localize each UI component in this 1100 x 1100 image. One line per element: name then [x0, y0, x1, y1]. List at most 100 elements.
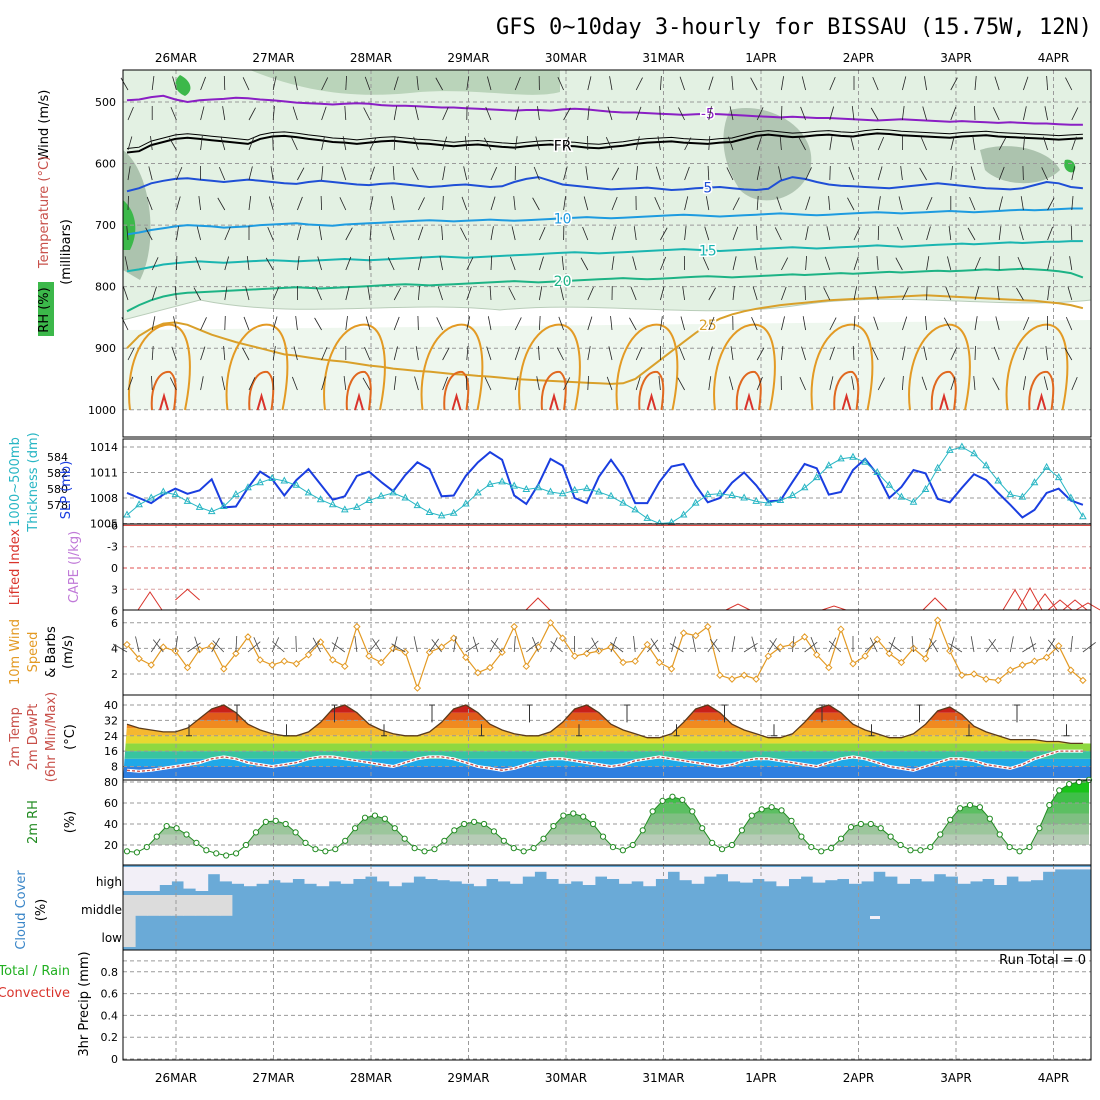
- wind-barb-10m: [472, 636, 479, 653]
- thickness-point: [461, 499, 470, 507]
- wind-barb: [487, 316, 492, 331]
- rh-point: [1036, 825, 1043, 832]
- wind-barb: [587, 346, 591, 361]
- wind-barb: [900, 166, 903, 181]
- thickness-point: [268, 473, 277, 481]
- temp-tick-label: 8: [111, 760, 118, 773]
- wind-barb: [926, 226, 931, 241]
- wind-barb-10m: [431, 639, 442, 653]
- wind-barb: [415, 346, 419, 361]
- wind-barb: [223, 346, 226, 361]
- wind-barb: [248, 107, 256, 121]
- cloud-category-label: middle: [81, 903, 122, 917]
- wind-speed-point: [1030, 657, 1039, 665]
- wind-barb: [317, 256, 322, 271]
- thickness-point: [389, 488, 398, 496]
- wind-barb: [580, 257, 589, 271]
- cloud-high-gap: [849, 867, 862, 884]
- panel-upper-air: 1000 900 800 700 600 500 -5 FR 5 10 15 20 25 (milliba…: [37, 69, 1092, 438]
- hottest-isotherm-lobe: [256, 392, 267, 411]
- wind-barb: [950, 77, 958, 91]
- cloud-high-gap: [328, 867, 342, 882]
- wind-barb: [169, 137, 177, 151]
- wind-barb: [369, 166, 375, 181]
- hot-isotherm-lobe: [150, 370, 177, 411]
- wind-barb: [923, 346, 927, 361]
- pressure-tick-label: 600: [95, 158, 116, 171]
- wind-barb: [731, 76, 734, 91]
- warm-isotherm-lobe: [225, 323, 289, 411]
- cloud-high-gap: [619, 867, 632, 884]
- thickness-point: [570, 485, 579, 493]
- panel-slp-thickness: 1014 1011 1008 1005 584 582 580 578 1000~500mb Th…: [8, 432, 1092, 533]
- wind-barb: [193, 287, 201, 301]
- thickness-point: [631, 505, 640, 513]
- wind-barb: [466, 316, 471, 331]
- temp-band: [123, 735, 1091, 744]
- cloud-high-gap: [1006, 867, 1019, 877]
- wind-barb: [635, 166, 639, 181]
- wind-barb: [514, 376, 519, 391]
- wind-barb: [176, 226, 179, 241]
- thickness-point: [849, 452, 857, 460]
- rh-point: [540, 835, 547, 842]
- cloud-high-gap: [861, 867, 874, 882]
- slp-panel-frame: [122, 438, 1092, 525]
- wind-barb-10m: [988, 638, 999, 653]
- wind-barb: [489, 286, 492, 301]
- wind-barb: [870, 107, 879, 121]
- wind-speed-point: [135, 654, 143, 663]
- rh-point: [223, 852, 230, 859]
- wind-barb: [1071, 196, 1074, 211]
- wind-barb: [245, 286, 250, 301]
- thickness-ylabel-2: Thickness (dm): [26, 432, 41, 532]
- wind-barb: [607, 106, 613, 121]
- wind-barb: [466, 257, 474, 271]
- date-label-bottom: 1APR: [745, 1071, 776, 1085]
- slp-line: [126, 450, 1084, 519]
- rh-point: [758, 806, 765, 813]
- wind-barb: [393, 135, 396, 151]
- thickness-point: [873, 467, 882, 475]
- thickness-point: [340, 505, 349, 513]
- wind-barb-10m: [1022, 643, 1037, 653]
- cloud-high-gap: [873, 867, 886, 872]
- warm-isotherm-lobe: [908, 323, 971, 411]
- rh-point: [808, 844, 815, 851]
- wind-barb: [998, 226, 1002, 241]
- wind-barb: [585, 166, 589, 181]
- wind-barb-10m: [864, 640, 878, 653]
- rh-point: [312, 846, 319, 853]
- wind-speed-point: [643, 640, 652, 649]
- wind-barb: [297, 226, 302, 241]
- wind-barb: [829, 346, 835, 361]
- wind-barb: [801, 346, 806, 361]
- wind-barb: [751, 317, 758, 331]
- wind-barb: [611, 167, 620, 181]
- wind-barb: [200, 76, 206, 91]
- wind-barb: [294, 76, 298, 91]
- cloud-middle-gap: [159, 895, 172, 916]
- wind-barb: [466, 286, 472, 301]
- wind-speed-point: [256, 656, 264, 664]
- wind-barb: [514, 136, 518, 151]
- cape-tick-label: -6: [107, 519, 118, 532]
- wind-barb-10m: [792, 636, 795, 653]
- hot-isotherm-lobe: [248, 370, 275, 411]
- rh-band: [127, 845, 1089, 858]
- wind-barb-10m: [312, 637, 321, 653]
- isotherm-label: FR: [554, 139, 572, 155]
- wind-barb: [151, 346, 154, 361]
- thickness-point: [534, 483, 543, 491]
- wind-barb: [393, 106, 398, 121]
- cloud-high-gap: [788, 867, 802, 879]
- cloud-category-label: high: [96, 875, 122, 889]
- wind-speed-line: [126, 618, 1084, 690]
- wind-barb: [442, 376, 448, 391]
- cloud-high-gap: [316, 867, 330, 887]
- wind-barb-10m: [513, 636, 516, 653]
- wind-barb-10m: [332, 636, 339, 653]
- wind-speed-point: [183, 663, 192, 672]
- thickness-point: [171, 490, 180, 498]
- date-label-bottom: 4APR: [1038, 1071, 1069, 1085]
